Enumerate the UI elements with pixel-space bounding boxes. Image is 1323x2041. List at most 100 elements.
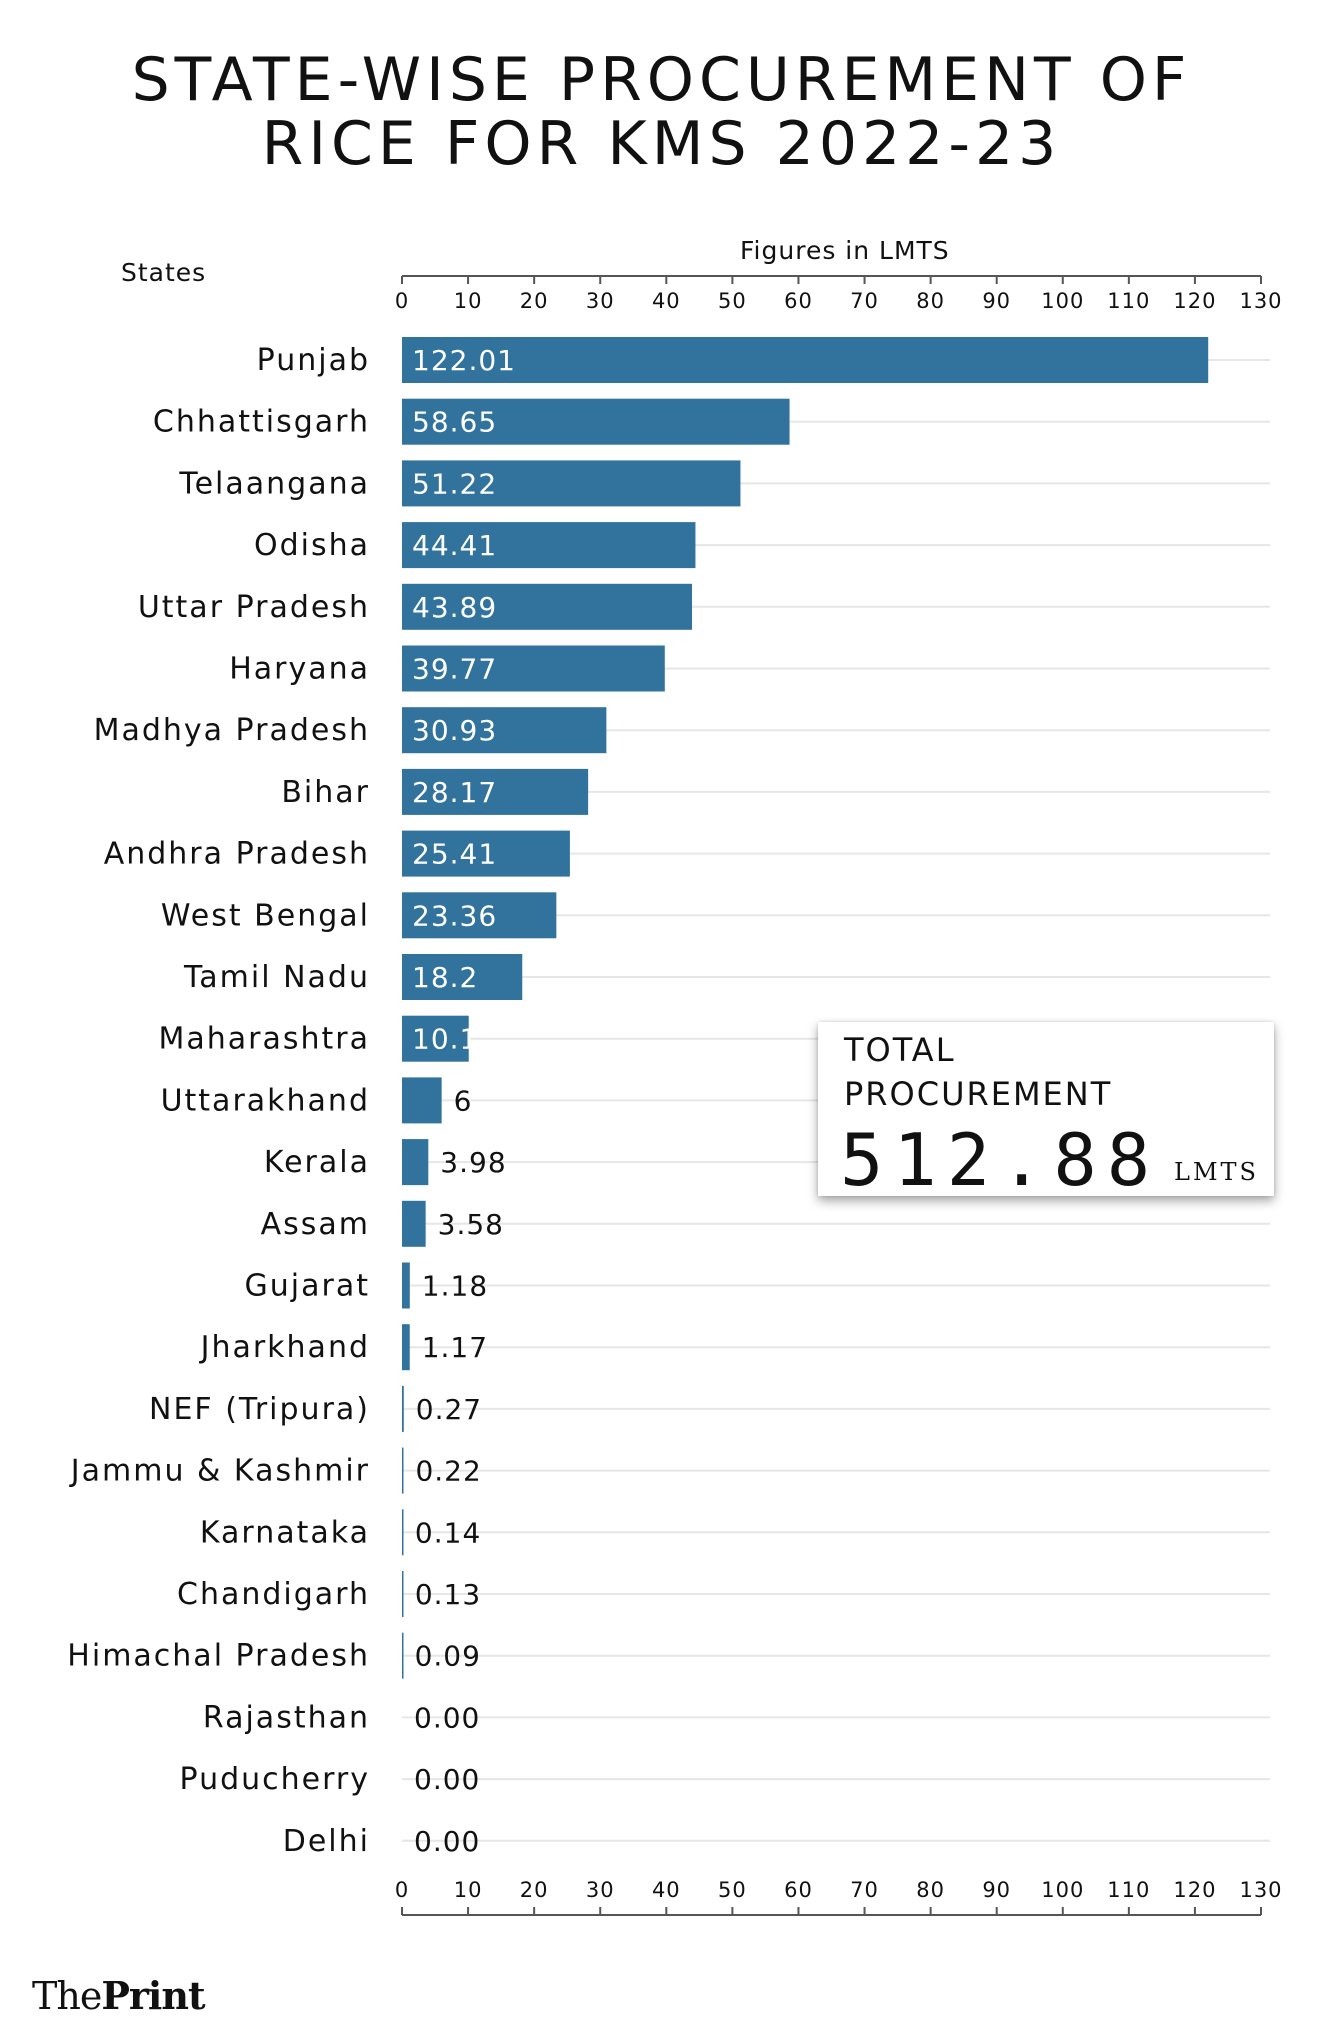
x-tick-label: 130 bbox=[1239, 1878, 1282, 1902]
x-tick-label: 120 bbox=[1173, 289, 1216, 313]
x-axis-label: Figures in LMTS bbox=[740, 236, 950, 265]
x-tick-label: 10 bbox=[454, 289, 483, 313]
category-label: Bihar bbox=[281, 775, 370, 810]
category-label: Jammu & Kashmir bbox=[69, 1454, 370, 1489]
x-tick-label: 70 bbox=[850, 289, 879, 313]
value-label: 1.17 bbox=[422, 1331, 488, 1364]
theprint-logo: ThePrint bbox=[32, 1973, 206, 2018]
total-value: 512.88 bbox=[840, 1118, 1161, 1202]
x-tick-label: 130 bbox=[1239, 289, 1282, 313]
chart-title: STATE-WISE PROCUREMENT OF RICE FOR KMS 2… bbox=[0, 48, 1323, 176]
total-label-line-1: TOTAL bbox=[844, 1031, 956, 1069]
x-tick-label: 0 bbox=[395, 289, 409, 313]
x-tick-label: 30 bbox=[586, 289, 615, 313]
value-label: 25.41 bbox=[412, 838, 497, 871]
value-label: 0.22 bbox=[415, 1455, 481, 1488]
value-label: 1.18 bbox=[422, 1270, 488, 1303]
bar bbox=[402, 398, 790, 445]
category-label: Gujarat bbox=[245, 1269, 370, 1304]
value-label: 58.65 bbox=[412, 406, 497, 439]
category-label: Chhattisgarh bbox=[153, 405, 370, 440]
category-label: NEF (Tripura) bbox=[149, 1392, 370, 1427]
x-tick-label: 30 bbox=[586, 1878, 615, 1902]
value-label: 0.00 bbox=[414, 1825, 480, 1858]
bar bbox=[402, 1139, 429, 1186]
x-tick-label: 40 bbox=[652, 1878, 681, 1902]
value-label: 43.89 bbox=[412, 591, 497, 624]
category-label: Assam bbox=[261, 1207, 370, 1242]
category-label: Jharkhand bbox=[199, 1330, 370, 1365]
value-label: 122.01 bbox=[412, 344, 516, 377]
chart-title-line-1: STATE-WISE PROCUREMENT OF bbox=[131, 45, 1192, 115]
value-label: 6 bbox=[454, 1084, 473, 1117]
bar bbox=[402, 830, 570, 877]
bar bbox=[402, 1324, 410, 1371]
category-label: Uttarakhand bbox=[161, 1083, 370, 1118]
value-label: 18.2 bbox=[412, 961, 478, 994]
value-label: 28.17 bbox=[412, 776, 497, 809]
bar bbox=[402, 645, 665, 692]
category-label: West Bengal bbox=[161, 898, 370, 933]
x-tick-label: 50 bbox=[718, 1878, 747, 1902]
x-tick-label: 120 bbox=[1173, 1878, 1216, 1902]
total-label: TOTAL PROCUREMENT bbox=[844, 1028, 1112, 1116]
value-label: 51.22 bbox=[412, 467, 497, 500]
x-tick-label: 100 bbox=[1041, 1878, 1084, 1902]
category-label: Tamil Nadu bbox=[183, 960, 370, 995]
value-label: 30.93 bbox=[412, 714, 497, 747]
category-label: Andhra Pradesh bbox=[104, 837, 370, 872]
bar bbox=[402, 1509, 404, 1556]
bar bbox=[402, 1262, 410, 1309]
bar bbox=[402, 1015, 469, 1062]
bar bbox=[402, 337, 1209, 383]
x-tick-label: 10 bbox=[454, 1878, 483, 1902]
bar bbox=[402, 1632, 404, 1679]
category-label: Maharashtra bbox=[158, 1022, 370, 1057]
value-label: 23.36 bbox=[412, 899, 497, 932]
x-tick-label: 80 bbox=[916, 289, 945, 313]
value-label: 3.58 bbox=[438, 1208, 504, 1241]
x-tick-label: 50 bbox=[718, 289, 747, 313]
value-label: 44.41 bbox=[412, 529, 497, 562]
bar bbox=[402, 1385, 404, 1432]
bar bbox=[402, 1200, 426, 1247]
bar bbox=[402, 583, 693, 630]
category-label: Uttar Pradesh bbox=[138, 590, 370, 625]
bar bbox=[402, 892, 557, 939]
value-label: 0.27 bbox=[416, 1393, 482, 1426]
logo-name: Print bbox=[101, 1973, 205, 2018]
category-label: Madhya Pradesh bbox=[94, 713, 370, 748]
bar bbox=[402, 1571, 404, 1617]
bar bbox=[402, 522, 696, 569]
category-label: Punjab bbox=[257, 343, 370, 378]
category-label: Delhi bbox=[283, 1824, 370, 1859]
bar bbox=[402, 954, 523, 1000]
value-label: 0.00 bbox=[414, 1701, 480, 1734]
y-axis-label: States bbox=[121, 258, 207, 287]
x-tick-label: 110 bbox=[1107, 1878, 1150, 1902]
value-label: 3.98 bbox=[440, 1146, 506, 1179]
total-procurement-callout: TOTAL PROCUREMENT 512.88 LMTS bbox=[818, 1022, 1274, 1200]
value-label: 0.13 bbox=[415, 1578, 481, 1611]
category-label: Odisha bbox=[254, 528, 370, 563]
x-tick-label: 40 bbox=[652, 289, 681, 313]
category-label: Rajasthan bbox=[203, 1700, 370, 1735]
value-label: 0.09 bbox=[415, 1640, 481, 1673]
x-tick-label: 0 bbox=[395, 1878, 409, 1902]
category-label: Himachal Pradesh bbox=[67, 1639, 370, 1674]
total-label-line-2: PROCUREMENT bbox=[844, 1075, 1113, 1113]
logo-prefix: The bbox=[32, 1974, 102, 2018]
chart-title-line-2: RICE FOR KMS 2022-23 bbox=[261, 109, 1062, 179]
category-label: Telaangana bbox=[178, 466, 370, 501]
value-label: 0.14 bbox=[415, 1516, 481, 1549]
x-tick-label: 60 bbox=[784, 289, 813, 313]
x-tick-label: 70 bbox=[850, 1878, 879, 1902]
x-tick-label: 20 bbox=[520, 1878, 549, 1902]
category-label: Kerala bbox=[264, 1145, 370, 1180]
x-tick-label: 60 bbox=[784, 1878, 813, 1902]
value-label: 39.77 bbox=[412, 653, 497, 686]
bar bbox=[402, 707, 607, 754]
category-label: Chandigarh bbox=[177, 1577, 370, 1612]
x-tick-label: 100 bbox=[1041, 289, 1084, 313]
